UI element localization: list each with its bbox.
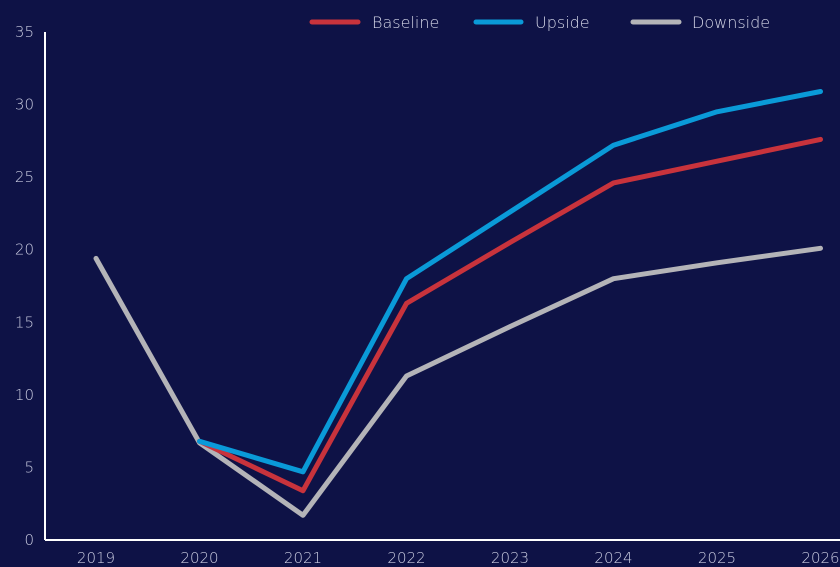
y-tick-label: 35 (15, 23, 34, 41)
x-tick-label: 2021 (284, 549, 322, 567)
x-tick-label: 2023 (491, 549, 529, 567)
x-tick-label: 2019 (77, 549, 115, 567)
y-tick-label: 30 (15, 96, 34, 114)
legend-label-upside: Upside (535, 13, 590, 32)
legend-item-baseline: Baseline (309, 13, 439, 32)
series-lines (93, 89, 823, 518)
series-line-upside (197, 89, 823, 475)
series-line-baseline (197, 136, 823, 494)
y-tick-label: 10 (15, 386, 34, 404)
y-tick-label: 0 (24, 531, 34, 549)
x-tick-labels: 2019 2020 2021 2022 2023 2024 2025 2026 (77, 549, 840, 567)
x-tick-label: 2024 (594, 549, 632, 567)
series-line-downside (93, 245, 823, 518)
y-tick-label: 5 (24, 458, 34, 476)
legend-label-baseline: Baseline (372, 13, 439, 32)
axes (44, 32, 840, 541)
y-tick-label: 15 (15, 313, 34, 331)
x-tick-label: 2020 (180, 549, 218, 567)
x-tick-label: 2022 (387, 549, 425, 567)
x-tick-label: 2025 (698, 549, 736, 567)
y-tick-label: 20 (15, 241, 34, 259)
x-tick-label: 2026 (801, 549, 839, 567)
legend-item-upside: Upside (473, 13, 590, 32)
legend-item-downside: Downside (630, 13, 770, 32)
legend-label-downside: Downside (692, 13, 770, 32)
legend: Baseline Upside Downside (309, 13, 770, 32)
y-tick-labels: 0 5 10 15 20 25 30 35 (15, 23, 34, 549)
y-tick-label: 25 (15, 168, 34, 186)
